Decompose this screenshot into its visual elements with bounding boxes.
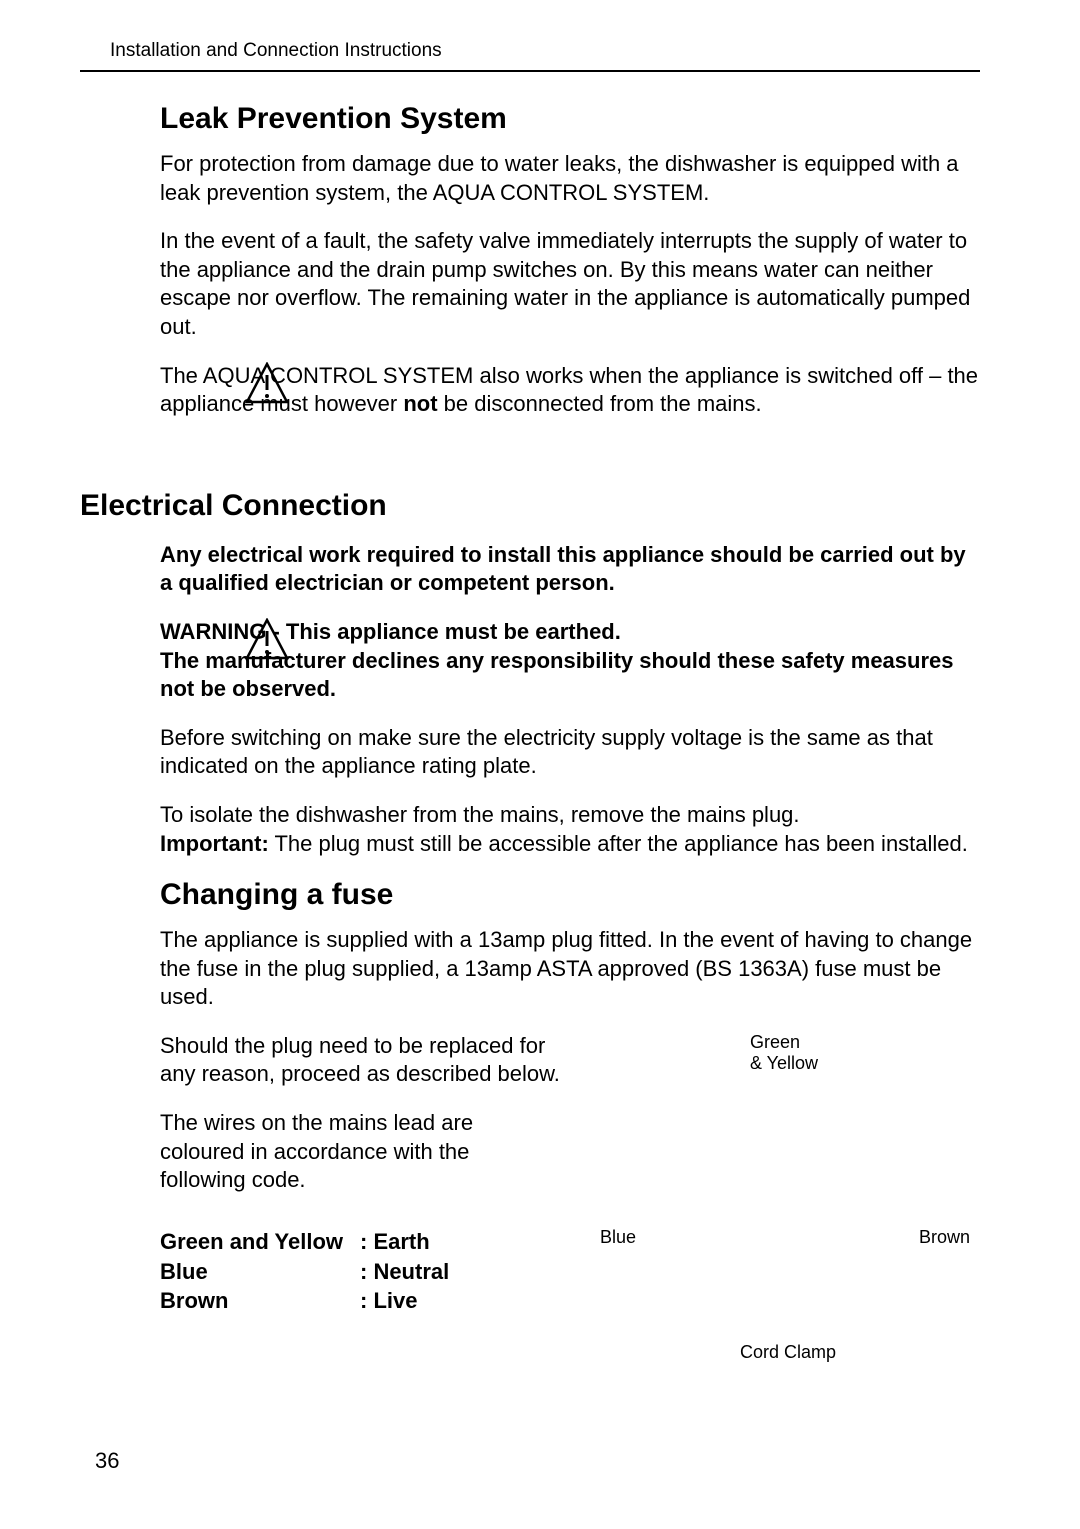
electrical-p1: Any electrical work required to install … bbox=[160, 541, 980, 598]
table-row: Brown: Live bbox=[160, 1286, 560, 1316]
fuse-p2: Should the plug need to be replaced for … bbox=[160, 1032, 560, 1089]
leak-prevention-p1: For protection from damage due to water … bbox=[160, 150, 980, 207]
fuse-p1: The appliance is supplied with a 13amp p… bbox=[160, 926, 980, 1012]
leak-prevention-p2: In the event of a fault, the safety valv… bbox=[160, 227, 980, 341]
diagram-label-blue: Blue bbox=[600, 1227, 636, 1248]
electrical-p4: To isolate the dishwasher from the mains… bbox=[160, 801, 980, 858]
header-section-label: Installation and Connection Instructions bbox=[80, 40, 980, 62]
electrical-p3: Before switching on make sure the electr… bbox=[160, 724, 980, 781]
changing-fuse-heading: Changing a fuse bbox=[160, 878, 980, 912]
page-number: 36 bbox=[95, 1448, 119, 1474]
diagram-label-green-yellow: Green& Yellow bbox=[750, 1032, 818, 1074]
electrical-connection-heading: Electrical Connection bbox=[80, 489, 980, 523]
header-divider bbox=[80, 70, 980, 72]
plug-diagram: Green& Yellow Blue Brown Cord Clamp bbox=[590, 1032, 980, 1316]
table-row: Green and Yellow: Earth bbox=[160, 1227, 560, 1257]
table-row: Blue: Neutral bbox=[160, 1257, 560, 1287]
diagram-label-brown: Brown bbox=[919, 1227, 970, 1248]
warning-icon bbox=[245, 362, 289, 406]
fuse-p3: The wires on the mains lead are coloured… bbox=[160, 1109, 560, 1195]
leak-prevention-heading: Leak Prevention System bbox=[160, 102, 980, 136]
diagram-label-cord-clamp: Cord Clamp bbox=[740, 1342, 836, 1363]
wire-color-table: Green and Yellow: Earth Blue: Neutral Br… bbox=[160, 1227, 560, 1316]
warning-icon bbox=[245, 618, 289, 662]
